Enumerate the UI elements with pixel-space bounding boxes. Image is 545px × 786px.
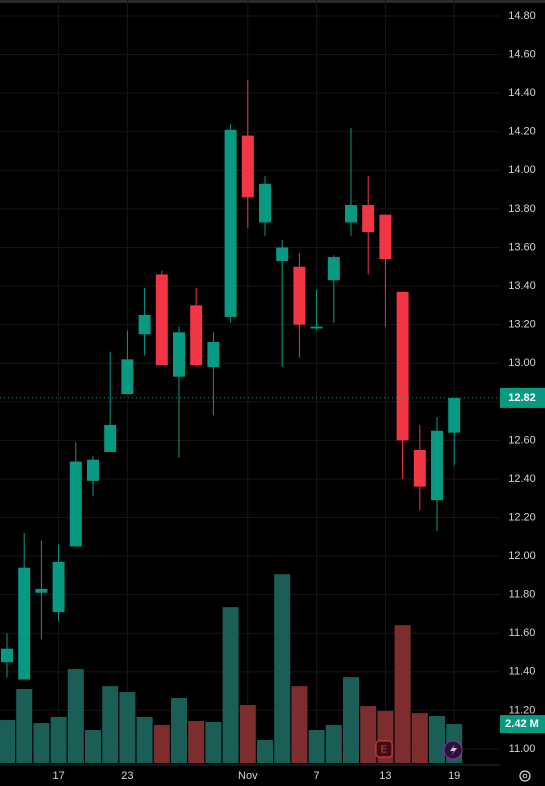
volume-bar [16,689,33,763]
candle-body [224,129,237,317]
candle-body [190,305,203,366]
y-tick-label: 13.00 [508,357,536,369]
lightning [450,744,457,756]
y-tick-label: 11.60 [509,627,536,639]
volume-bar [67,669,84,763]
candle-body [69,461,82,547]
x-tick-label: 7 [314,770,320,782]
settings-icon[interactable] [519,770,531,782]
y-tick-label: 13.80 [508,203,536,215]
candle-body [104,424,117,452]
y-tick-label: 13.60 [508,241,536,253]
y-tick-label: 13.20 [508,319,536,331]
candle-body [327,257,340,281]
volume-bar [394,625,411,763]
y-tick-label: 11.00 [509,743,536,755]
y-tick-label: 11.20 [509,704,536,716]
volume-tag-box [500,715,545,734]
x-tick-label: 23 [121,770,133,782]
volume-bar [222,607,239,763]
volume-layer [0,574,463,763]
candle-body [155,274,168,366]
y-tick-label: 12.20 [508,511,536,523]
y-tick-label: 14.60 [508,48,536,60]
volume-bar [411,713,428,763]
volume-bar [171,698,187,763]
gear-center [522,773,528,779]
x-tick-label: 13 [379,770,391,782]
volume-bar [50,717,67,763]
volume-bar [291,686,308,763]
candle-body [35,588,48,593]
candle-layer [1,79,461,680]
volume-bar [102,686,119,763]
candle-body [207,341,220,368]
candle-body [138,314,151,335]
y-tick-label: 11.40 [509,666,536,678]
volume-bar [33,723,50,763]
volume-bar [325,725,342,763]
candle-body [345,205,357,223]
candle-body [310,326,323,329]
volume-tag: 2.42 M [505,718,539,730]
volume-bar [274,574,291,763]
candle-body [121,359,134,395]
candle-body [448,397,461,433]
earnings-badge[interactable] [375,740,393,758]
x-tick-label: 17 [52,770,64,782]
grid [0,0,500,765]
y-tick-label: 12.60 [508,434,536,446]
x-tick-label: 19 [448,770,460,782]
y-tick-label: 11.80 [509,589,536,601]
volume-bar [239,705,256,763]
y-tick-label: 14.80 [508,10,536,22]
candle-body [379,214,392,260]
y-tick-label: 13.40 [508,280,536,292]
candle-body [293,266,306,325]
price-tag: 12.82 [508,392,536,404]
candle-body [173,332,185,377]
volume-bar [136,717,153,763]
candle-body [362,205,375,233]
earnings-icon[interactable]: E [375,740,393,758]
top-border [0,0,545,3]
volume-bar [343,677,359,763]
candle-body [87,459,99,481]
y-tick-label: 12.00 [508,550,536,562]
candle-body [18,567,31,680]
y-tick-label: 14.00 [508,164,536,176]
volume-bar [360,706,377,763]
volume-bar [119,692,136,763]
earnings-letter: E [381,745,388,756]
candle-body [259,183,271,223]
candle-body [396,291,409,441]
x-tick-label: Nov [238,770,258,782]
y-tick-label: 14.20 [508,126,536,138]
dividend-icon[interactable] [443,740,463,760]
volume-bar [205,721,222,763]
volume-bar [308,730,325,763]
volume-bar [429,716,445,763]
price-tag-box [500,387,545,408]
candle-body [431,430,443,501]
candle-body [413,450,426,487]
gear[interactable] [519,770,531,782]
y-tick-label: 12.40 [508,473,536,485]
candle-body [52,561,65,613]
volume-bar [0,720,15,763]
volume-bar [257,740,273,763]
candle-body [1,648,13,663]
candle-body [276,247,289,261]
volume-bar [153,725,170,763]
volume-bar [85,730,101,763]
y-tick-label: 14.40 [508,87,536,99]
volume-bar [188,721,205,763]
candle-body [241,135,254,198]
axis-layer: 11.00 11.20 11.40 11.60 11.80 12.00 12.20 12.40… [0,10,545,782]
